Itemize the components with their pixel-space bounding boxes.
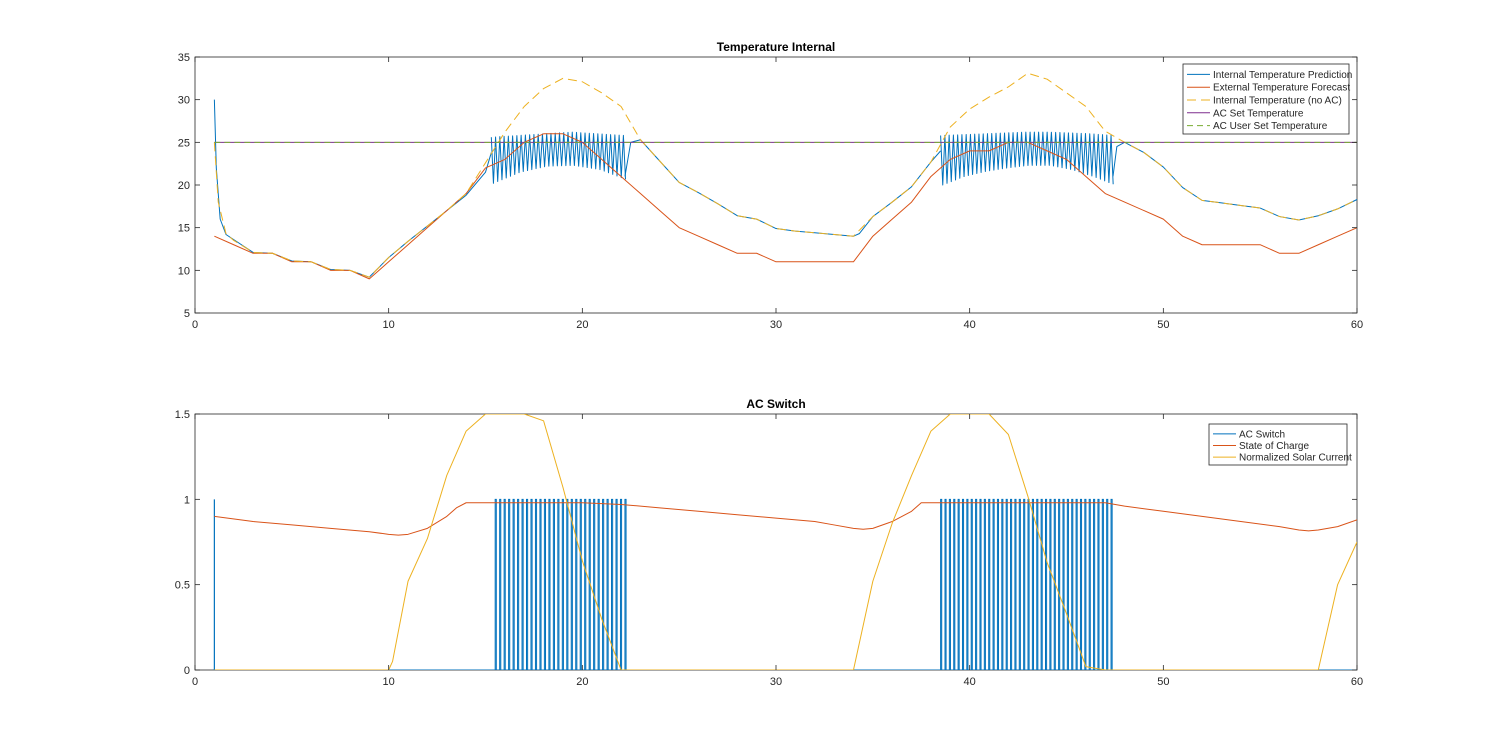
legend-label: State of Charge — [1239, 441, 1309, 452]
legend-label: AC User Set Temperature — [1213, 121, 1328, 132]
y-tick-label: 0 — [184, 665, 190, 677]
y-tick-label: 25 — [178, 137, 190, 149]
data-layer — [213, 414, 1357, 670]
y-tick-label: 30 — [178, 95, 190, 107]
x-tick-label: 10 — [383, 319, 395, 331]
y-tick-label: 1.5 — [175, 409, 190, 421]
x-tick-label: 0 — [192, 319, 198, 331]
data-layer — [213, 72, 1357, 280]
legend-label: Internal Temperature (no AC) — [1213, 96, 1342, 107]
chart-title: Temperature Internal — [717, 40, 835, 54]
series-line-external-temperature-forecast — [214, 133, 1357, 280]
y-tick-label: 1 — [184, 494, 190, 506]
x-tick-label: 30 — [770, 676, 782, 688]
x-tick-label: 50 — [1157, 676, 1169, 688]
series-line-ac-switch — [940, 498, 1113, 670]
x-tick-label: 20 — [576, 676, 588, 688]
ac-switch-chart: AC Switch 0 10 20 30 40 50 60 0 0.5 1 1.5 AC Switch… — [175, 397, 1363, 688]
x-tick-label: 10 — [383, 676, 395, 688]
series-line-normalized-solar-current — [214, 414, 1357, 670]
series-line-internal-temperature-prediction — [940, 131, 1114, 186]
x-tick-label: 0 — [192, 676, 198, 688]
legend-label: Normalized Solar Current — [1239, 453, 1352, 464]
y-tick-label: 5 — [184, 308, 190, 320]
x-tick-label: 30 — [770, 319, 782, 331]
x-tick-label: 50 — [1157, 319, 1169, 331]
temperature-chart: Temperature Internal 0 10 20 30 40 50 60 5 10 15 2… — [178, 40, 1363, 331]
x-tick-label: 40 — [964, 676, 976, 688]
plot-area — [194, 413, 1358, 671]
y-tick-label: 35 — [178, 52, 190, 64]
plot-area — [194, 56, 1358, 314]
legend: Internal Temperature Prediction External … — [1182, 63, 1352, 135]
legend-label: AC Set Temperature — [1213, 108, 1304, 119]
series-line-state-of-charge — [214, 502, 1357, 536]
series-line-internal-temperature-prediction — [490, 131, 627, 184]
series-line-ac-switch — [494, 498, 627, 670]
y-tick-label: 10 — [178, 265, 190, 277]
legend-label: Internal Temperature Prediction — [1213, 70, 1352, 81]
x-tick-label: 20 — [576, 319, 588, 331]
y-tick-label: 20 — [178, 180, 190, 192]
y-tick-label: 0.5 — [175, 580, 190, 592]
legend-label: External Temperature Forecast — [1213, 83, 1350, 94]
legend-box — [1208, 423, 1348, 466]
legend-box — [1182, 63, 1350, 135]
x-tick-label: 60 — [1351, 676, 1363, 688]
x-tick-label: 60 — [1351, 319, 1363, 331]
y-tick-label: 15 — [178, 223, 190, 235]
x-tick-label: 40 — [964, 319, 976, 331]
chart-title: AC Switch — [746, 397, 805, 411]
series-line-internal-temperature-no-ac- — [213, 72, 1357, 278]
legend-label: AC Switch — [1239, 429, 1285, 440]
